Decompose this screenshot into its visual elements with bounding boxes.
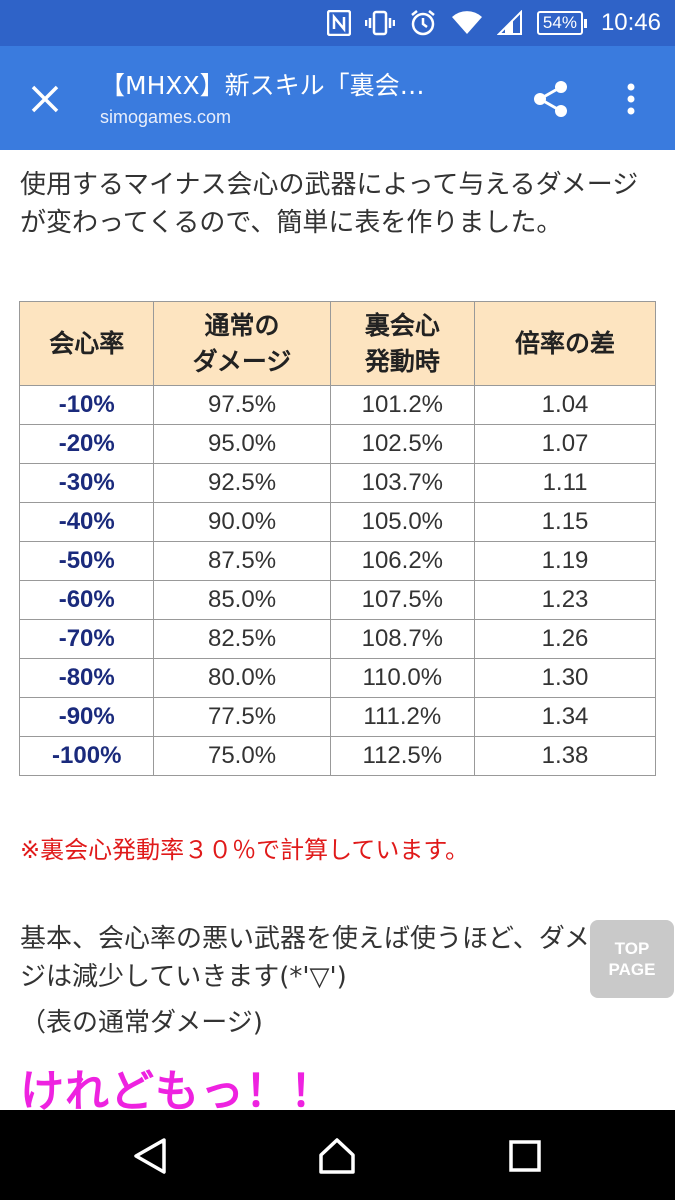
table-row: -80% 80.0% 110.0% 1.30 [18,658,656,698]
alarm-icon [409,9,437,37]
clock: 10:46 [600,9,661,36]
ratio-diff-cell: 1.34 [474,697,656,737]
header-ura-kaishin-damage: 裏会心 発動時 [329,301,476,386]
normal-damage-cell: 97.5% [153,385,331,425]
table-row: -10% 97.5% 101.2% 1.04 [18,385,656,425]
nfc-icon [326,10,351,36]
normal-damage-cell: 75.0% [153,736,331,776]
close-icon[interactable] [20,74,70,124]
table-header-row: 会心率 通常の ダメージ 裏会心 発動時 倍率の差 [18,301,656,386]
normal-damage-cell: 77.5% [153,697,331,737]
crit-rate-cell: -40% [18,502,155,542]
ratio-diff-cell: 1.11 [474,463,656,503]
table-row: -100% 75.0% 112.5% 1.38 [18,736,656,776]
crit-rate-cell: -80% [18,658,155,698]
damage-table: 会心率 通常の ダメージ 裏会心 発動時 倍率の差 -10% 97.5% 101.2… [18,301,656,776]
table-row: -30% 92.5% 103.7% 1.11 [18,463,656,503]
wifi-icon [451,11,483,35]
ura-kaishin-damage-cell: 105.0% [329,502,476,542]
recents-icon[interactable] [503,1134,547,1178]
battery-percent: 54% [536,11,583,35]
vibrate-icon [364,10,395,36]
custom-tab-toolbar: 【MHXX】新スキル「裏会… simogames.com [0,46,675,150]
normal-damage-cell: 92.5% [153,463,331,503]
calculation-note: ※裏会心発動率３０％で計算しています。 [20,836,469,864]
ura-kaishin-damage-cell: 102.5% [329,424,476,464]
crit-rate-cell: -30% [18,463,155,503]
normal-damage-cell: 85.0% [153,580,331,620]
table-row: -40% 90.0% 105.0% 1.15 [18,502,656,542]
ura-kaishin-damage-cell: 106.2% [329,541,476,581]
crit-rate-cell: -60% [18,580,155,620]
crit-rate-cell: -20% [18,424,155,464]
share-icon[interactable] [528,76,574,122]
normal-damage-cell: 95.0% [153,424,331,464]
page-title: 【MHXX】新スキル「裏会… [100,71,425,100]
table-row: -70% 82.5% 108.7% 1.26 [18,619,656,659]
ura-kaishin-damage-cell: 107.5% [329,580,476,620]
normal-damage-cell: 87.5% [153,541,331,581]
ura-kaishin-damage-cell: 108.7% [329,619,476,659]
ura-kaishin-damage-cell: 111.2% [329,697,476,737]
crit-rate-cell: -70% [18,619,155,659]
body-paragraph: 基本、会心率の悪い武器を使えば使うほど、ダメージは減少していきます(*'▽') [20,924,616,992]
normal-damage-cell: 90.0% [153,502,331,542]
normal-damage-cell: 80.0% [153,658,331,698]
crit-rate-cell: -10% [18,385,155,425]
body-paragraph-paren: （表の通常ダメージ) [20,1008,263,1038]
normal-damage-cell: 82.5% [153,619,331,659]
battery-icon: 54% [536,11,587,35]
header-crit-rate: 会心率 [18,301,155,386]
ratio-diff-cell: 1.15 [474,502,656,542]
home-icon[interactable] [315,1134,359,1178]
ratio-diff-cell: 1.23 [474,580,656,620]
ura-kaishin-damage-cell: 101.2% [329,385,476,425]
back-icon[interactable] [128,1134,172,1178]
table-row: -60% 85.0% 107.5% 1.23 [18,580,656,620]
ratio-diff-cell: 1.26 [474,619,656,659]
intro-paragraph: 使用するマイナス会心の武器によって与えるダメージが変わってくるので、簡単に表を作… [20,170,639,238]
ura-kaishin-damage-cell: 110.0% [329,658,476,698]
table-row: -20% 95.0% 102.5% 1.07 [18,424,656,464]
top-page-button[interactable]: TOP PAGE [590,920,674,998]
emphasis-heading: けれどもっ！！ [20,1066,335,1110]
status-bar: 54% 10:46 [0,0,675,46]
more-vert-icon[interactable] [608,76,654,122]
crit-rate-cell: -90% [18,697,155,737]
crit-rate-cell: -100% [18,736,155,776]
table-row: -90% 77.5% 111.2% 1.34 [18,697,656,737]
table-row: -50% 87.5% 106.2% 1.19 [18,541,656,581]
ratio-diff-cell: 1.38 [474,736,656,776]
page-domain: simogames.com [100,107,232,127]
navigation-bar [0,1110,675,1200]
article-content: 使用するマイナス会心の武器によって与えるダメージが変わってくるので、簡単に表を作… [0,150,675,1110]
ratio-diff-cell: 1.30 [474,658,656,698]
ratio-diff-cell: 1.04 [474,385,656,425]
ura-kaishin-damage-cell: 103.7% [329,463,476,503]
ura-kaishin-damage-cell: 112.5% [329,736,476,776]
signal-icon [496,10,523,36]
crit-rate-cell: -50% [18,541,155,581]
ratio-diff-cell: 1.19 [474,541,656,581]
ratio-diff-cell: 1.07 [474,424,656,464]
header-normal-damage: 通常の ダメージ [153,301,331,386]
header-ratio-diff: 倍率の差 [474,301,656,386]
